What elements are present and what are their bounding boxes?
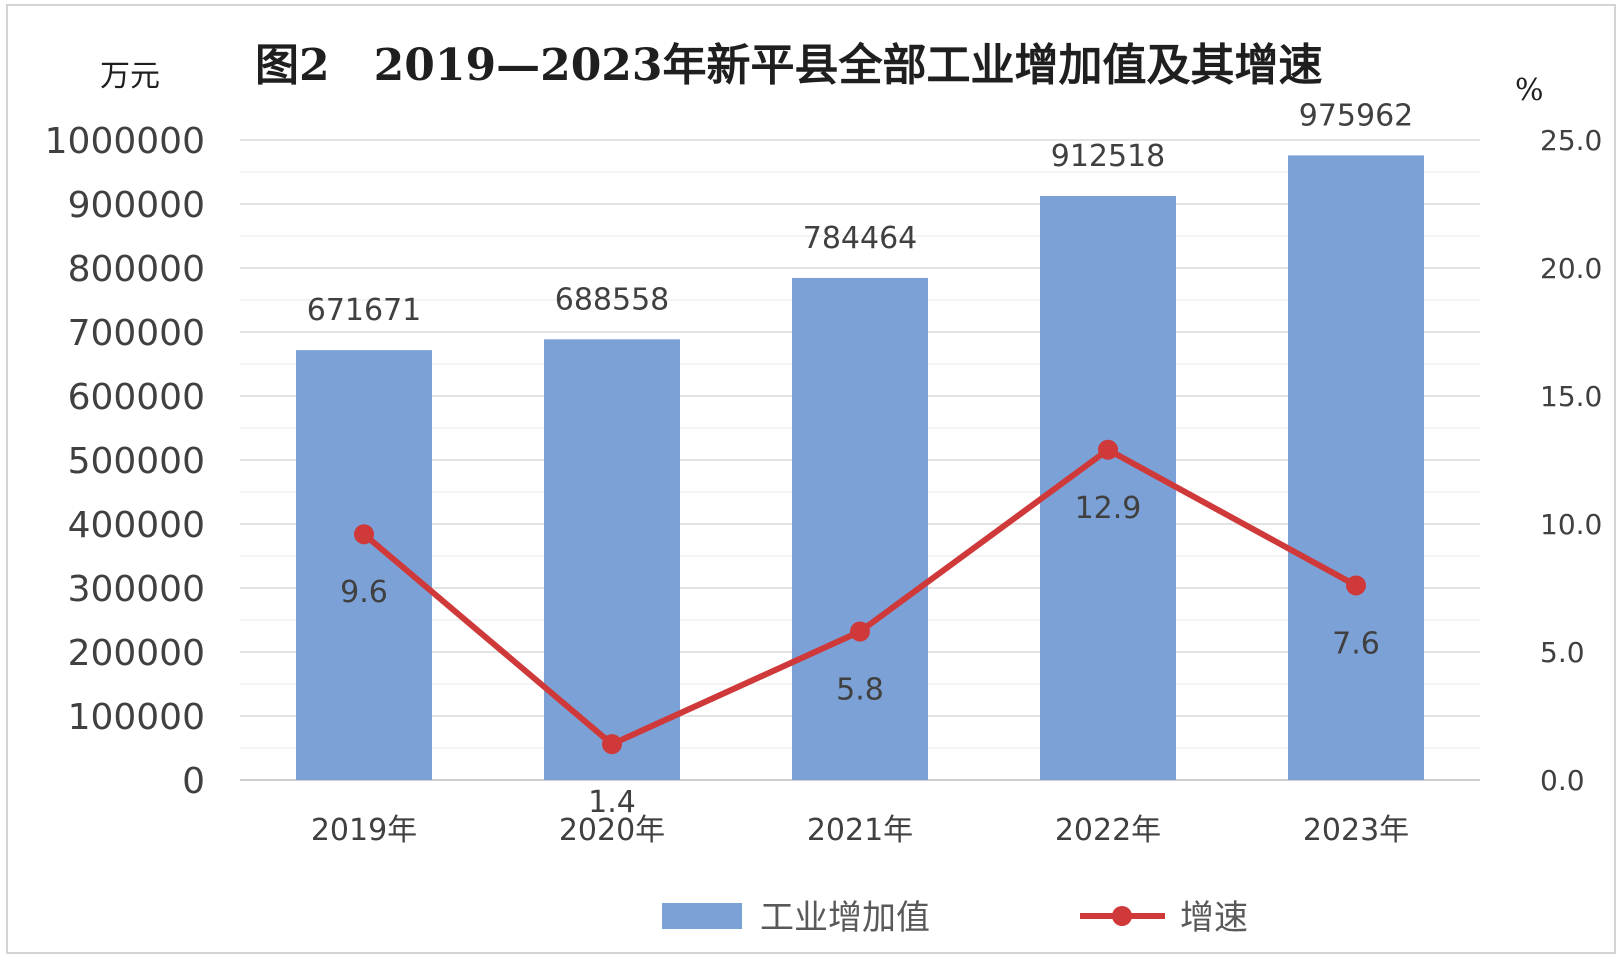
left-y-tick-label: 700000 [68,313,205,354]
line-value-label: 9.6 [340,575,388,610]
right-y-tick-label: 25.0 [1540,124,1602,157]
bar-value-label: 975962 [1299,98,1414,133]
right-y-tick-label: 10.0 [1540,508,1602,541]
left-y-tick-label: 100000 [68,697,205,738]
bar [792,277,928,780]
line-value-label: 1.4 [588,785,636,820]
bar [1040,195,1176,781]
data-labels: 671671 688558 784464 912518 975962 9.6 1.4 5.8 1… [307,98,1414,820]
right-y-axis: 0.0 5.0 10.0 15.0 20.0 25.0 [1540,124,1602,797]
legend-line-label: 增速 [1180,898,1248,938]
line-point [602,734,622,755]
left-y-tick-label: 200000 [68,633,205,674]
left-y-tick-label: 900000 [68,185,205,226]
legend-line-marker [1112,906,1132,926]
x-tick-label: 2021年 [807,813,913,848]
line-point [354,524,374,545]
right-y-tick-label: 5.0 [1540,636,1585,669]
legend: 工业增加值 增速 [662,898,1248,938]
right-y-tick-label: 15.0 [1540,380,1602,413]
bar-value-label: 784464 [803,221,918,256]
bar [1288,155,1424,780]
line-value-label: 7.6 [1332,626,1380,661]
x-tick-label: 2020年 [559,813,665,848]
legend-bar-swatch [662,903,742,929]
bar [544,339,680,780]
left-y-tick-label: 600000 [68,377,205,418]
left-y-axis: 0 100000 200000 300000 400000 500000 600000 700… [45,121,205,802]
x-tick-label: 2019年 [311,813,417,848]
left-y-tick-label: 0 [182,761,205,802]
line-value-label: 12.9 [1075,491,1142,526]
left-y-tick-label: 500000 [68,441,205,482]
legend-bar-label: 工业增加值 [760,898,930,938]
left-y-tick-label: 800000 [68,249,205,290]
line-point [1346,575,1366,596]
line-point [1098,439,1118,460]
bar-value-label: 671671 [307,293,422,328]
bar [296,350,432,780]
right-axis-unit: % [1515,73,1544,108]
right-y-tick-label: 0.0 [1540,764,1585,797]
right-y-tick-label: 20.0 [1540,252,1602,285]
bar-value-label: 912518 [1051,139,1166,174]
left-y-tick-label: 400000 [68,505,205,546]
line-value-label: 5.8 [836,673,884,708]
bar-value-label: 688558 [555,282,670,317]
line-point [850,621,870,642]
bar-series [296,155,1424,781]
x-tick-label: 2022年 [1055,813,1161,848]
left-axis-unit: 万元 [100,59,160,94]
left-y-tick-label: 300000 [68,569,205,610]
left-y-tick-label: 1000000 [45,121,205,162]
x-tick-label: 2023年 [1303,813,1409,848]
chart-title: 图2 2019—2023年新平县全部工业增加值及其增速 [255,40,1323,91]
x-axis: 2019年 2020年 2021年 2022年 2023年 [311,813,1409,848]
line-series [354,439,1366,755]
